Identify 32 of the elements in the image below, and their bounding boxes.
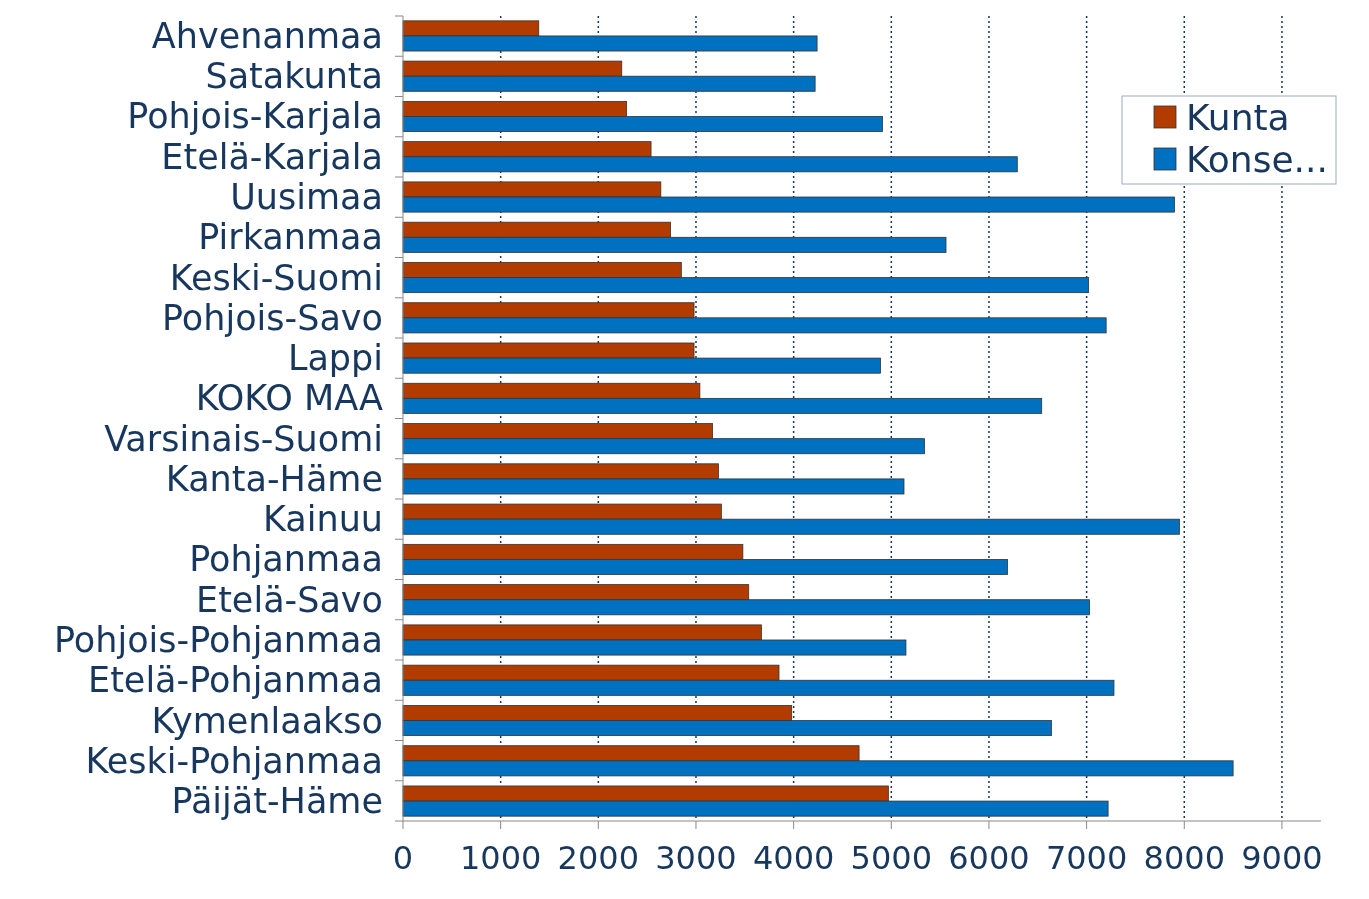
y-tick-label: Etelä-Pohjanmaa [88, 660, 383, 701]
x-tick-label: 7000 [1045, 839, 1128, 877]
y-tick-label: Pohjanmaa [189, 539, 383, 580]
y-tick-label: Lappi [287, 338, 383, 379]
y-tick-label: KOKO MAA [195, 378, 384, 419]
y-tick-label: Keski-Suomi [169, 257, 383, 298]
y-tick-label: Kanta-Häme [165, 458, 383, 499]
x-tick-label: 0 [392, 839, 414, 877]
y-tick-label: Uusimaa [230, 177, 383, 218]
y-tick-label: Pohjois-Savo [162, 297, 383, 338]
y-tick-label: Satakunta [205, 56, 383, 97]
y-tick-label: Etelä-Karjala [161, 136, 383, 177]
y-tick-label: Pirkanmaa [198, 217, 383, 258]
y-tick-label: Päijät-Häme [171, 781, 383, 822]
x-tick-label: 6000 [948, 839, 1030, 877]
x-tick-label: 9000 [1241, 839, 1323, 877]
y-tick-label: Ahvenanmaa [151, 15, 383, 56]
y-tick-label: Kainuu [262, 499, 383, 540]
y-tick-label: Varsinais-Suomi [104, 418, 383, 459]
y-tick-label: Pohjois-Karjala [127, 96, 383, 137]
x-tick-label: 4000 [752, 839, 835, 877]
y-tick-label: Kymenlaakso [151, 700, 383, 741]
y-tick-label: Etelä-Savo [196, 579, 383, 620]
x-tick-label: 5000 [850, 839, 933, 877]
x-tick-label: 2000 [557, 839, 640, 877]
legend-label: Konse... [1186, 138, 1328, 180]
y-tick-label: Pohjois-Pohjanmaa [54, 619, 383, 660]
x-tick-label: 8000 [1143, 839, 1225, 877]
legend-label: Kunta [1186, 96, 1290, 138]
x-tick-label: 1000 [459, 839, 542, 877]
y-tick-label: Keski-Pohjanmaa [85, 740, 383, 781]
x-tick-label: 3000 [655, 839, 737, 877]
